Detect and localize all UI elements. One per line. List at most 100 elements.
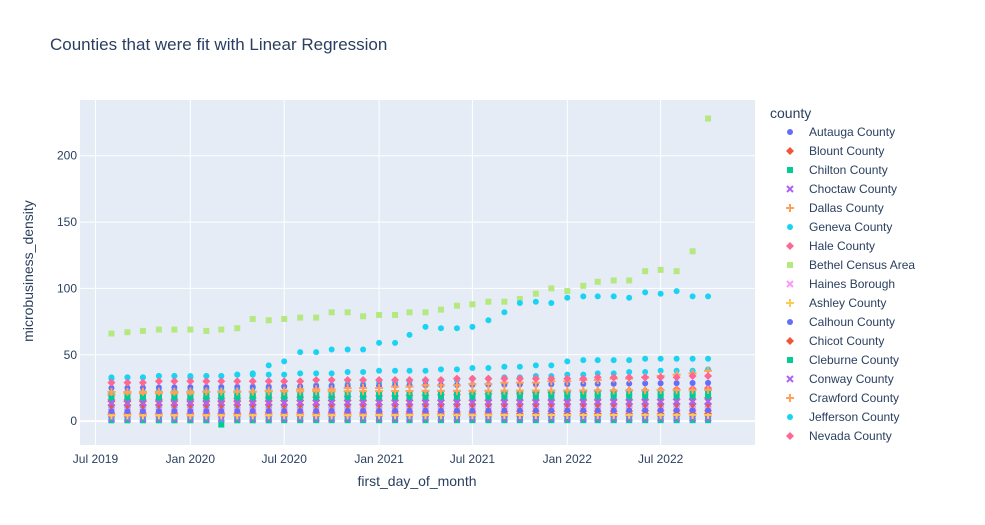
background-point	[705, 379, 712, 386]
legend-item[interactable]: Cleburne County	[787, 353, 899, 367]
data-point	[281, 394, 288, 401]
data-point	[705, 115, 712, 122]
legend-marker	[786, 299, 794, 307]
data-point	[500, 398, 509, 406]
legend-label: Blount County	[809, 144, 884, 158]
data-point	[625, 386, 634, 395]
legend-item[interactable]: Bethel Census Area	[787, 258, 915, 272]
data-point	[248, 400, 257, 409]
data-point	[327, 375, 336, 384]
series-group	[108, 115, 712, 337]
data-point	[656, 400, 665, 409]
data-point	[484, 374, 493, 383]
data-point	[626, 294, 633, 301]
data-point	[328, 346, 335, 353]
data-point	[563, 386, 572, 395]
data-point	[297, 349, 304, 356]
series-group	[107, 385, 713, 396]
background-point	[626, 357, 633, 364]
data-point	[672, 399, 681, 408]
background-point	[344, 369, 351, 376]
data-point	[516, 296, 523, 303]
background-point	[532, 362, 539, 369]
data-point	[155, 373, 162, 379]
data-point	[375, 375, 384, 384]
data-point	[532, 290, 539, 297]
data-point	[501, 298, 508, 305]
legend-item[interactable]: Crawford County	[786, 391, 899, 405]
grid-lines	[80, 100, 755, 445]
legend-marker	[786, 185, 794, 193]
legend-item[interactable]: Autauga County	[787, 125, 895, 139]
data-point	[579, 374, 588, 383]
data-point	[171, 326, 178, 333]
background-point	[392, 367, 399, 374]
data-point	[107, 378, 116, 387]
data-point	[469, 417, 476, 424]
data-point	[501, 309, 508, 316]
data-point	[593, 373, 602, 382]
data-point	[360, 417, 367, 424]
legend-item[interactable]: Chicot County	[786, 334, 884, 348]
data-point	[139, 327, 146, 334]
data-point	[187, 394, 194, 401]
data-point	[249, 394, 256, 401]
data-point	[249, 399, 257, 407]
background-point	[155, 384, 162, 391]
legend-item[interactable]: Dallas County	[786, 201, 884, 215]
data-point	[610, 407, 617, 414]
data-point	[375, 398, 383, 407]
data-point	[625, 398, 633, 406]
legend-item[interactable]: Haines Borough	[786, 277, 895, 291]
data-point	[500, 374, 509, 383]
data-point	[344, 407, 351, 414]
legend-marker	[786, 280, 794, 288]
legend-item[interactable]: Conway County	[786, 372, 894, 386]
legend-label: Bethel Census Area	[809, 258, 915, 272]
data-point	[532, 398, 540, 406]
background-point	[234, 383, 241, 390]
data-point	[139, 408, 146, 415]
legend-label: Chilton County	[809, 163, 888, 177]
legend-item[interactable]: Jefferson County	[787, 410, 900, 424]
data-point	[485, 298, 492, 305]
data-point	[580, 407, 587, 414]
data-point	[391, 398, 399, 407]
data-point	[641, 398, 649, 406]
legend-label: Jefferson County	[809, 410, 900, 424]
data-point	[217, 401, 226, 410]
data-point	[123, 378, 132, 387]
background-point	[171, 384, 178, 391]
legend-item[interactable]: Calhoun County	[787, 315, 895, 329]
data-point	[313, 314, 320, 321]
legend-item[interactable]: Nevada County	[786, 429, 892, 443]
data-point	[421, 398, 430, 407]
legend-item[interactable]: Blount County	[786, 144, 884, 158]
data-point	[187, 326, 194, 333]
legend-item[interactable]: Choctaw County	[786, 182, 897, 196]
data-point	[124, 374, 131, 381]
data-point	[359, 400, 368, 409]
legend-label: Crawford County	[809, 391, 899, 405]
data-point	[468, 398, 477, 406]
data-point	[170, 387, 179, 396]
legend-item[interactable]: Ashley County	[786, 296, 886, 310]
data-point	[297, 394, 304, 401]
legend[interactable]: county Autauga County Blount County Chilto…	[770, 105, 915, 443]
background-point	[422, 367, 429, 374]
data-point	[376, 394, 383, 401]
legend-item[interactable]: Chilton County	[787, 163, 888, 177]
data-point	[422, 417, 429, 424]
data-point	[406, 394, 413, 401]
data-point	[392, 394, 399, 401]
data-point	[312, 387, 321, 396]
data-point	[203, 327, 210, 334]
legend-item[interactable]: Hale County	[786, 239, 875, 253]
legend-marker	[787, 414, 793, 420]
data-point	[469, 301, 476, 308]
legend-label: Geneva County	[809, 220, 892, 234]
data-point	[359, 375, 368, 384]
legend-item[interactable]: Geneva County	[787, 220, 892, 234]
data-point	[376, 407, 383, 414]
data-point	[688, 372, 697, 380]
